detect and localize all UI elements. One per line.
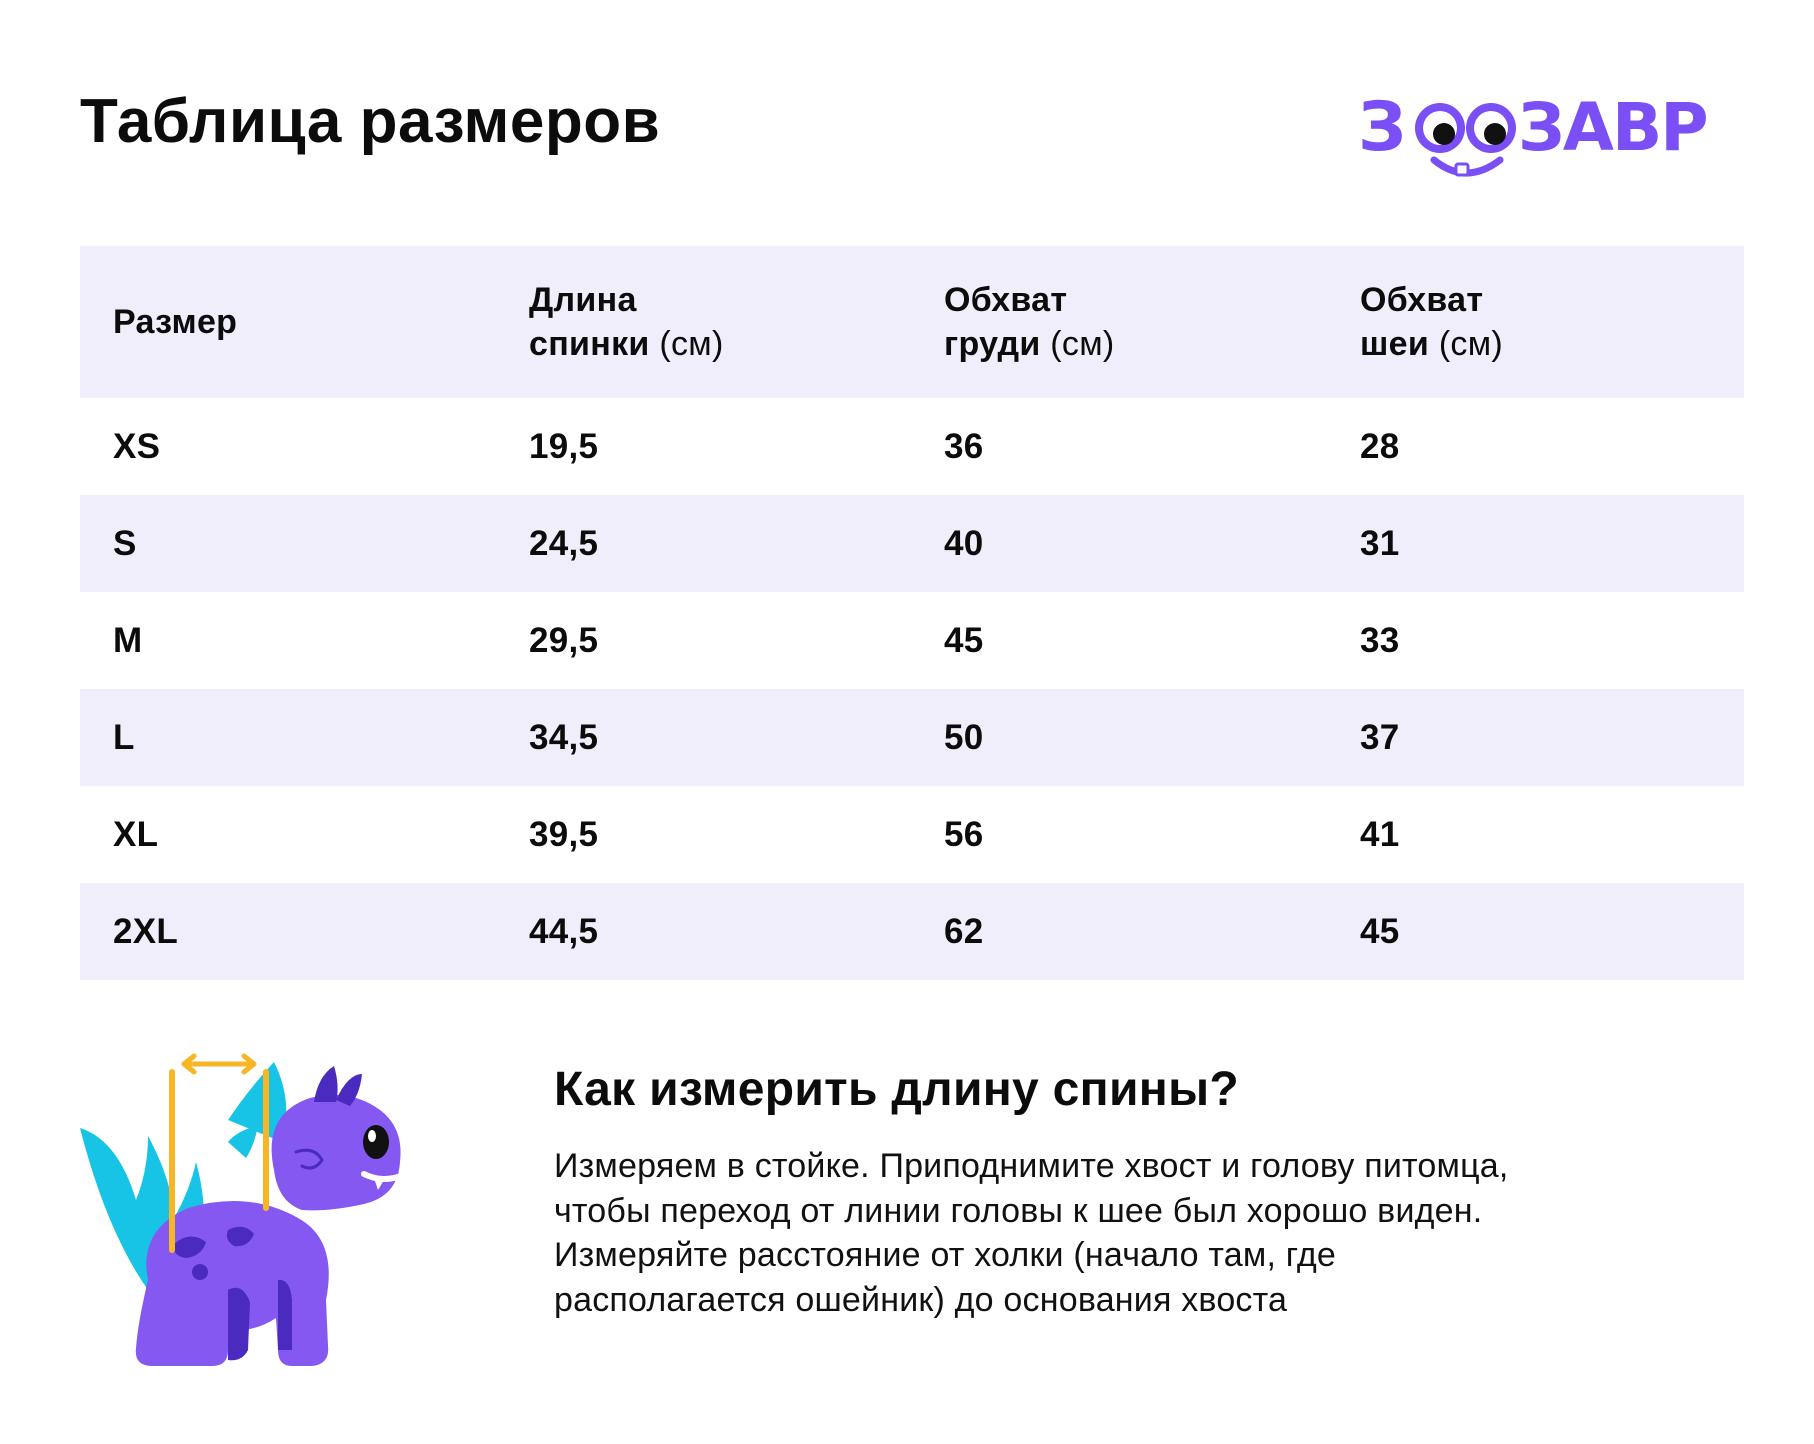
cell-neck: 33: [1360, 620, 1400, 660]
cell-size: 2XL: [113, 911, 179, 951]
svg-text:З: З: [1358, 88, 1406, 167]
header-chest-line2: груди: [944, 325, 1041, 363]
instructions-text: Измеряем в стойке. Приподнимите хвост и …: [554, 1147, 1509, 1319]
measure-instructions: Как измерить длину спины? Измеряем в сто…: [554, 1058, 1564, 1322]
cell-back-length: 34,5: [529, 717, 599, 757]
header-chest-line1: Обхват: [944, 281, 1068, 319]
table-row: XS 19,5 36 28: [80, 398, 1744, 495]
cell-size: S: [113, 523, 137, 563]
table-row: M 29,5 45 33: [80, 592, 1744, 689]
table-row: 2XL 44,5 62 45: [80, 883, 1744, 980]
cell-chest: 36: [944, 426, 984, 466]
size-table: Размер Длина спинки (см) Обхват груди (с…: [80, 246, 1744, 980]
header-chest-unit: (см): [1050, 325, 1115, 363]
table-header-row: Размер Длина спинки (см) Обхват груди (с…: [80, 246, 1744, 398]
cell-back-length: 19,5: [529, 426, 599, 466]
cell-chest: 56: [944, 814, 984, 854]
cell-back-length: 39,5: [529, 814, 599, 854]
zoozavr-logo[interactable]: З ЗАВР: [1358, 86, 1744, 178]
cell-size: XL: [113, 814, 159, 854]
cell-chest: 40: [944, 523, 984, 563]
instructions-title: Как измерить длину спины?: [554, 1063, 1239, 1116]
header-neck-line2: шеи: [1360, 325, 1430, 363]
cell-back-length: 24,5: [529, 523, 599, 563]
cell-neck: 37: [1360, 717, 1400, 757]
table-row: S 24,5 40 31: [80, 495, 1744, 592]
dinosaur-measure-illustration: [80, 1053, 409, 1366]
cell-size: XS: [113, 426, 161, 466]
cell-neck: 28: [1360, 426, 1400, 466]
header-back-length: Длина спинки (см): [529, 246, 724, 398]
header-size-label: Размер: [113, 303, 238, 341]
cell-neck: 45: [1360, 911, 1400, 951]
cell-chest: 62: [944, 911, 984, 951]
cell-size: M: [113, 620, 143, 660]
header-neck: Обхват шеи (см): [1360, 246, 1503, 398]
page-title: Таблица размеров: [80, 87, 661, 156]
header-back-length-line2: спинки: [529, 325, 650, 363]
cell-back-length: 29,5: [529, 620, 599, 660]
svg-text:ЗАВР: ЗАВР: [1518, 89, 1707, 166]
header-neck-line1: Обхват: [1360, 281, 1484, 319]
cell-neck: 31: [1360, 523, 1400, 563]
header-neck-unit: (см): [1438, 325, 1504, 363]
header-size: Размер: [113, 246, 237, 398]
header-back-length-line1: Длина: [529, 281, 637, 319]
header-back-length-unit: (см): [659, 325, 724, 363]
cell-chest: 45: [944, 620, 984, 660]
header-chest: Обхват груди (см): [944, 246, 1115, 398]
cell-back-length: 44,5: [529, 911, 599, 951]
table-row: L 34,5 50 37: [80, 689, 1744, 786]
table-row: XL 39,5 56 41: [80, 786, 1744, 883]
cell-size: L: [113, 717, 135, 757]
cell-neck: 41: [1360, 814, 1400, 854]
cell-chest: 50: [944, 717, 984, 757]
